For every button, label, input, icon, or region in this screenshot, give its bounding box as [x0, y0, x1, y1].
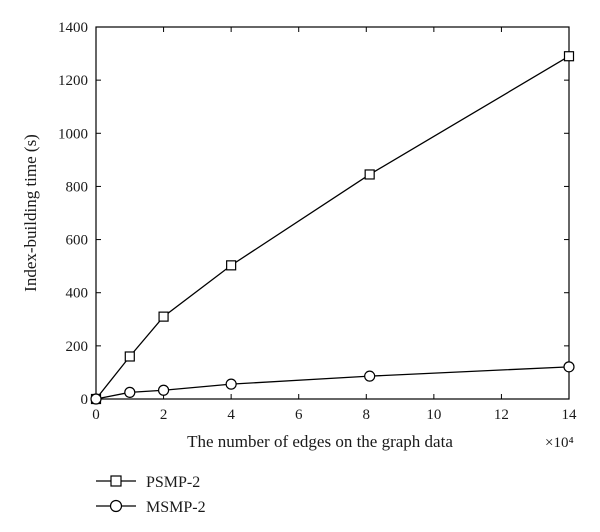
series-line-msmp-2	[95, 366, 570, 400]
x-tick-label: 14	[562, 407, 578, 423]
x-tick-label: 6	[295, 407, 303, 423]
series-line-psmp-2	[95, 55, 570, 400]
x-tick-label: 2	[160, 407, 168, 423]
data-point-msmp-2	[364, 370, 376, 382]
data-point-psmp-2	[364, 169, 375, 180]
legend: PSMP-2 MSMP-2	[96, 474, 206, 516]
plot-frame	[95, 26, 570, 400]
y-tick-label: 400	[66, 286, 89, 302]
data-point-psmp-2	[563, 51, 575, 62]
legend-item-psmp-2: PSMP-2	[96, 474, 200, 491]
y-axis-label: Index-building time (s)	[21, 134, 40, 292]
y-tick-label: 1000	[58, 126, 88, 142]
data-point-msmp-2	[225, 378, 237, 390]
data-point-msmp-2	[90, 393, 102, 405]
data-point-msmp-2	[124, 386, 136, 398]
y-tick-label: 200	[66, 339, 89, 355]
legend-marker-msmp-2	[109, 499, 123, 513]
data-point-psmp-2	[226, 260, 237, 271]
legend-marker-psmp-2	[110, 475, 122, 487]
data-point-psmp-2	[158, 311, 169, 322]
x-tick-label: 8	[363, 407, 371, 423]
data-point-msmp-2	[157, 384, 170, 396]
legend-item-msmp-2: MSMP-2	[96, 499, 206, 516]
x-tick-label: 12	[494, 407, 509, 423]
series-layer	[90, 51, 575, 405]
x-axis-multiplier: ×10⁴	[545, 435, 574, 451]
y-tick-label: 600	[66, 233, 89, 249]
x-tick-label: 10	[426, 407, 441, 423]
y-tick-label: 0	[81, 392, 89, 408]
x-tick-label: 0	[92, 407, 100, 423]
y-tick-label: 800	[66, 179, 89, 195]
x-axis-label: The number of edges on the graph data	[187, 432, 453, 451]
x-tick-label: 4	[227, 407, 235, 423]
legend-label-psmp-2: PSMP-2	[146, 474, 200, 491]
axis-ticks: 0 2 4 6 8 10 12 14 0 200 400 600 800 1000 1200 1400	[58, 20, 577, 423]
y-tick-label: 1200	[58, 73, 88, 89]
y-tick-label: 1400	[58, 20, 88, 36]
data-point-psmp-2	[124, 351, 135, 362]
data-point-msmp-2	[563, 361, 575, 373]
legend-label-msmp-2: MSMP-2	[146, 499, 206, 516]
